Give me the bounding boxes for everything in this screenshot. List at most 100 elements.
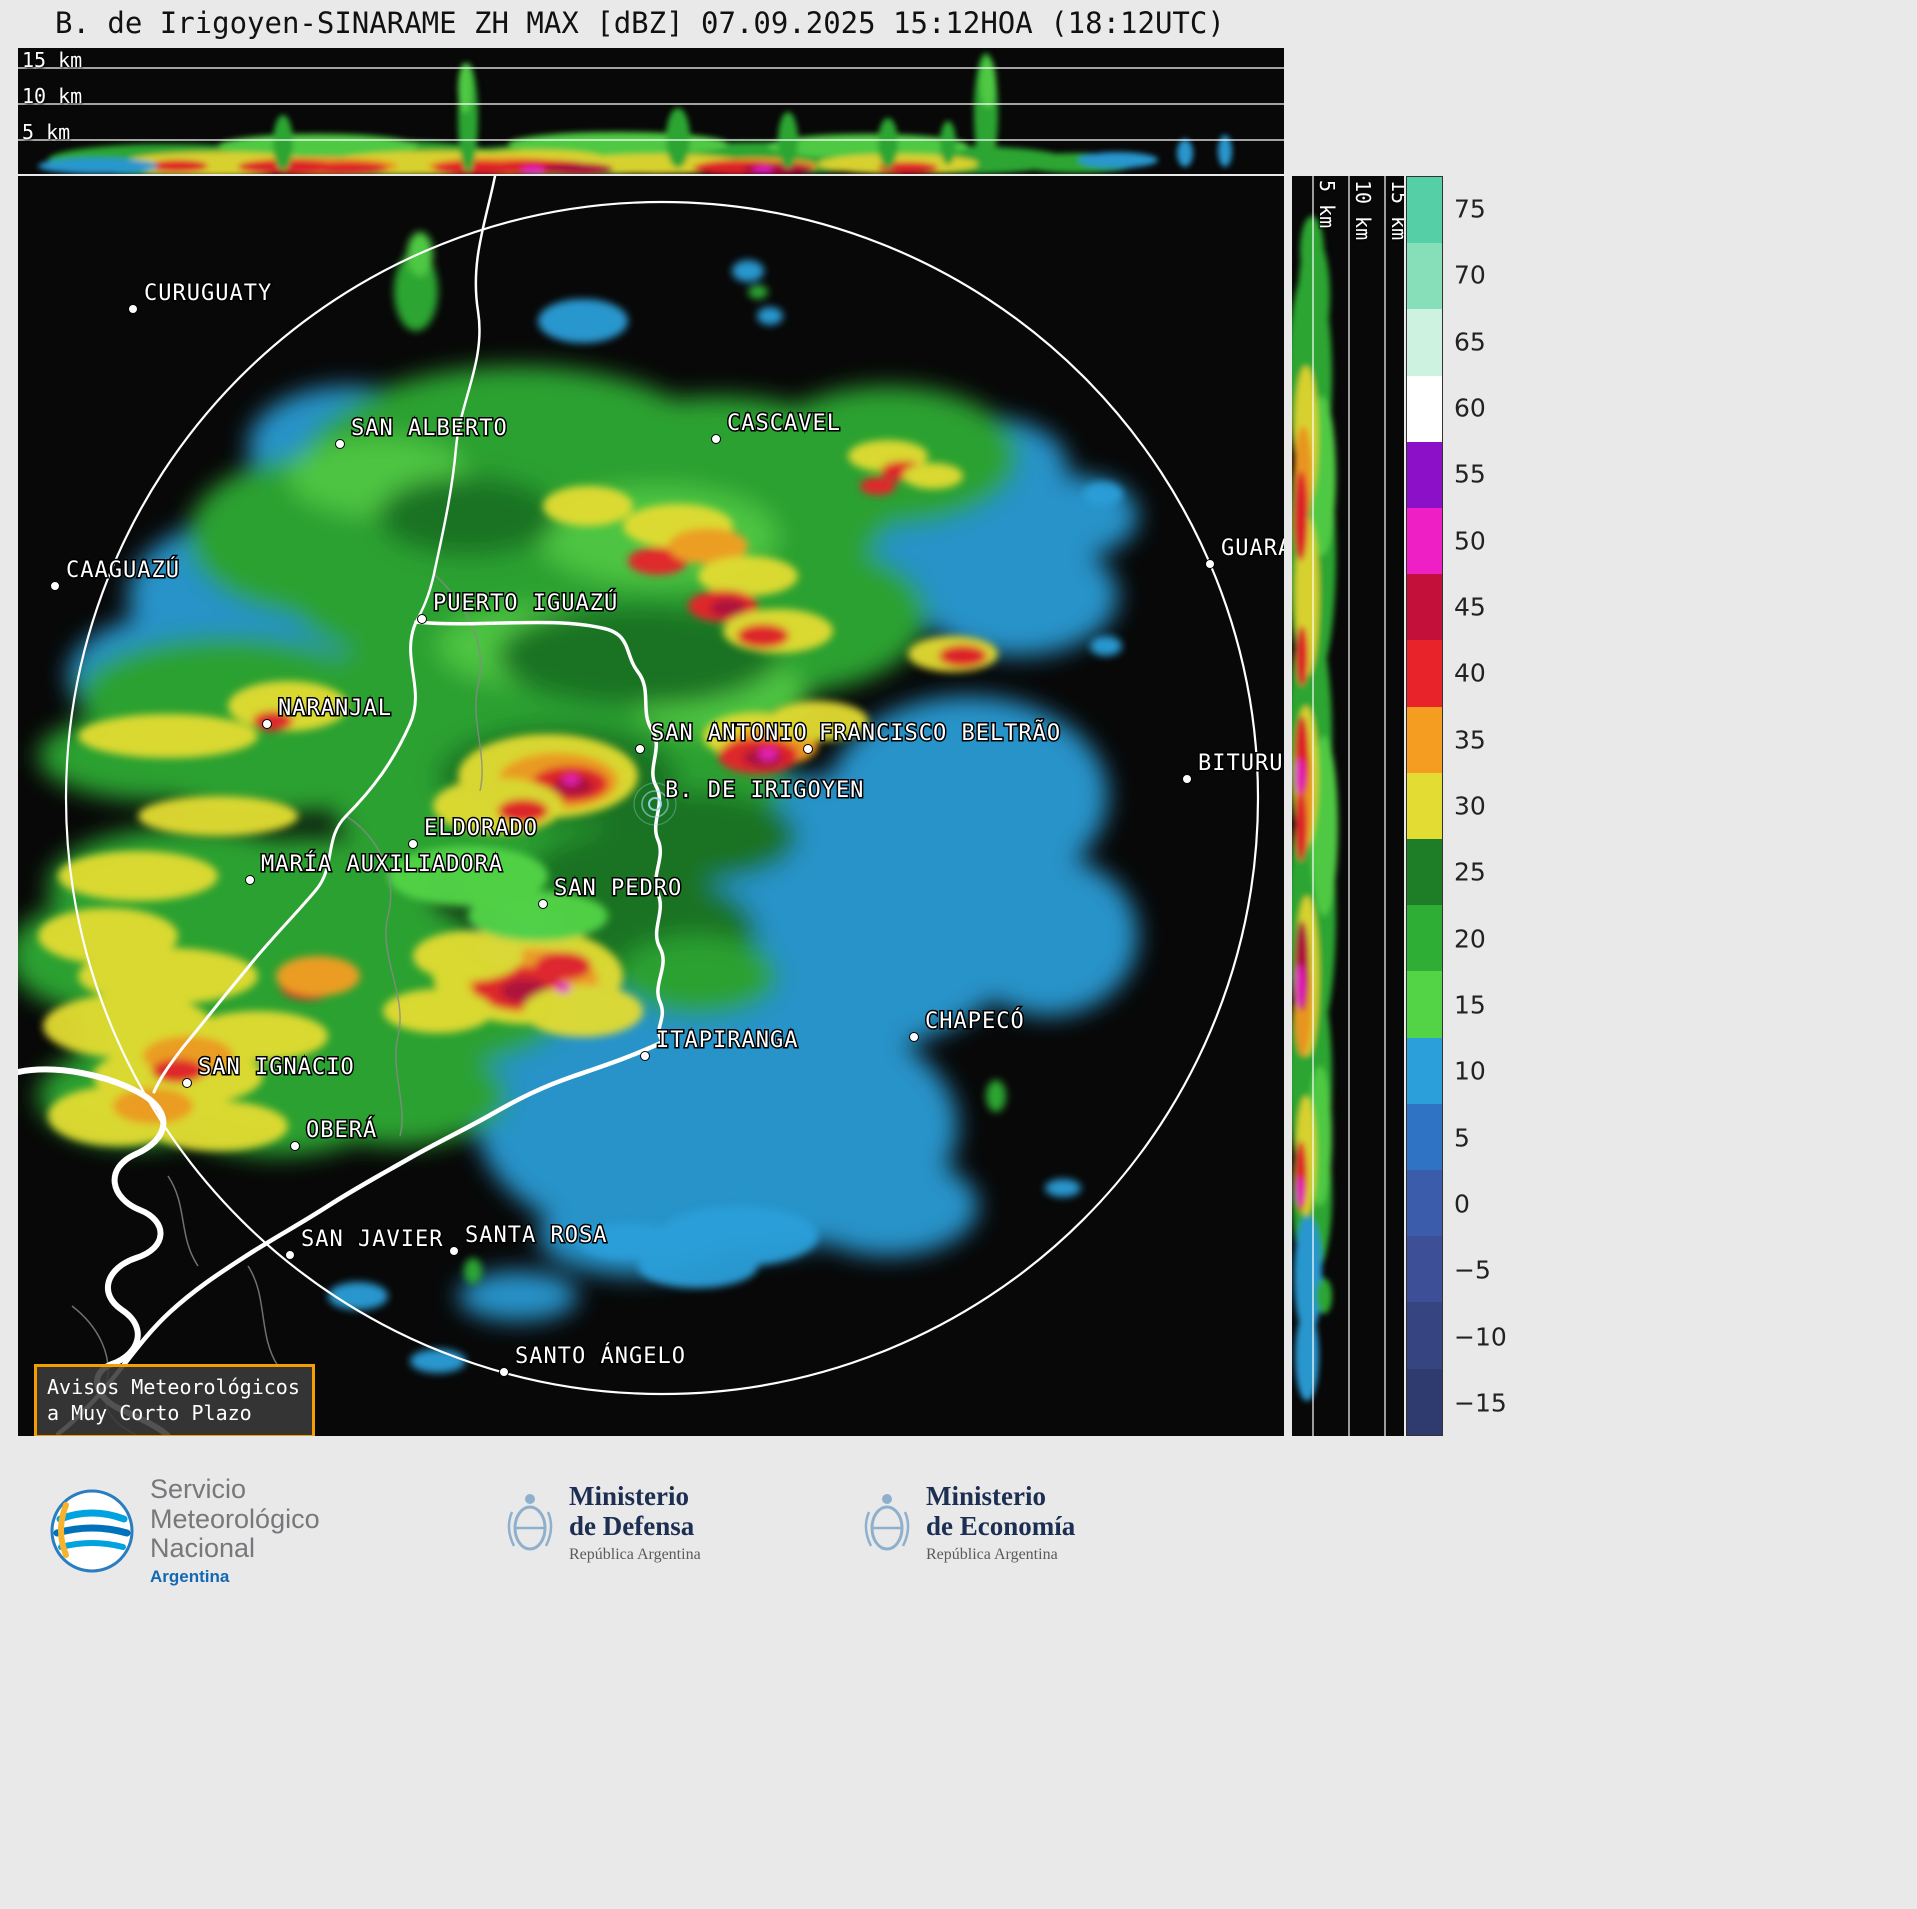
city-dot — [635, 744, 645, 754]
radar-echo — [666, 108, 690, 168]
radar-echo — [638, 1244, 758, 1288]
height-axis-label-10km: 10 km — [22, 84, 83, 108]
colorbar-tick-label: 70 — [1454, 260, 1486, 290]
height-axis-label-5km-right: 5 km — [1315, 180, 1339, 229]
smn-logo-icon — [50, 1489, 134, 1573]
radar-range-ring — [64, 200, 1260, 1396]
colorbar-block — [1407, 905, 1442, 972]
colorbar-tick-label: 55 — [1454, 459, 1486, 489]
city-dot — [285, 1250, 295, 1260]
colorbar-tick-label: −15 — [1454, 1388, 1507, 1418]
radar-echo — [798, 1056, 918, 1136]
city-label: SAN PEDRO — [554, 876, 682, 901]
city-dot — [1182, 774, 1192, 784]
ministry-defensa-line2: de Defensa — [569, 1511, 695, 1542]
city-label: SAN JAVIER — [301, 1227, 443, 1252]
radar-echo — [860, 477, 896, 495]
radar-echo — [980, 58, 996, 108]
ministry-defensa-line1: Ministerio — [569, 1481, 689, 1511]
city-label: SANTO ÁNGELO — [515, 1343, 686, 1369]
radar-echo — [1316, 1278, 1332, 1314]
city-dot — [909, 1032, 919, 1042]
radar-echo — [1296, 626, 1308, 686]
radar-echo — [458, 1271, 578, 1321]
city-labels-layer: CURUGUATY SAN ALBERTO CASCAVEL CAAGUAZÚ GUAR… — [50, 280, 1284, 1377]
radar-echo — [413, 931, 523, 981]
radar-echo — [555, 983, 571, 993]
colorbar-block — [1407, 839, 1442, 906]
dbz-colorbar-blocks — [1406, 176, 1443, 1436]
city-label: SAN IGNACIO — [198, 1055, 355, 1080]
city-dot — [290, 1141, 300, 1151]
right-cross-section-panel: 5 km 10 km 15 km — [1292, 176, 1404, 1436]
radar-echo — [1296, 1176, 1304, 1206]
smn-country: Argentina — [150, 1567, 230, 1587]
radar-echo — [543, 486, 633, 526]
ministry-economia-block: Ministerio de Economía República Argenti… — [862, 1481, 1075, 1564]
smn-logo-block: Servicio Meteorológico Nacional Argentin… — [48, 1474, 320, 1587]
city-label: B. DE IRIGOYEN — [665, 778, 864, 803]
city-label: CAAGUAZÚ — [66, 557, 180, 583]
radar-echo — [276, 956, 360, 996]
radar-echo — [1045, 1179, 1081, 1197]
radar-echo — [1078, 152, 1158, 168]
smn-name-line3: Nacional — [150, 1533, 256, 1564]
colorbar-block — [1407, 1037, 1442, 1104]
city-label: CHAPECÓ — [925, 1008, 1025, 1034]
radar-echo — [388, 846, 548, 906]
radar-echo — [538, 299, 628, 343]
ministry-economia-line1: Ministerio — [926, 1481, 1046, 1511]
radar-echo — [668, 528, 748, 564]
city-label: NARANJAL — [278, 696, 392, 721]
radar-echo — [698, 556, 798, 596]
radar-echo — [553, 776, 593, 796]
radar-echo — [288, 1046, 508, 1146]
radar-echo — [498, 799, 548, 823]
colorbar-tick-label: −5 — [1454, 1255, 1491, 1285]
warnings-box-line2: a Muy Corto Plazo — [47, 1401, 252, 1425]
colorbar-block — [1407, 309, 1442, 376]
colorbar-tick-label: 10 — [1454, 1056, 1486, 1086]
city-dot — [499, 1367, 509, 1377]
city-label: CASCAVEL — [727, 411, 841, 436]
colorbar-block — [1407, 640, 1442, 707]
colorbar-block — [1407, 243, 1442, 310]
top-cross-section-panel: 15 km 10 km 5 km — [18, 48, 1284, 174]
radar-echo — [1294, 1216, 1322, 1336]
city-label: CURUGUATY — [144, 281, 272, 306]
height-axis-label-15km: 15 km — [22, 48, 83, 72]
colorbar-tick-label: −10 — [1454, 1322, 1507, 1352]
colorbar-block — [1407, 375, 1442, 442]
radar-echo — [308, 162, 388, 174]
city-dot — [803, 744, 813, 754]
colorbar-tick-label: 65 — [1454, 327, 1486, 357]
radar-echo — [410, 1349, 466, 1373]
smn-name-line2: Meteorológico — [150, 1503, 320, 1534]
radar-echo — [563, 775, 579, 785]
colorbar-block — [1407, 441, 1442, 509]
short-term-warnings-box[interactable]: Avisos Meteorológicos a Muy Corto Plazo — [34, 1364, 315, 1436]
city-dot — [50, 581, 60, 591]
radar-echo — [138, 796, 298, 836]
radar-echo — [759, 748, 777, 760]
colorbar-block — [1407, 772, 1442, 840]
radar-echo — [828, 696, 1108, 896]
city-dot — [1205, 559, 1215, 569]
radar-echo — [1083, 482, 1123, 506]
city-label: FRANCISCO BELTRÃO — [819, 719, 1061, 746]
city-label: SAN ALBERTO — [351, 416, 508, 441]
radar-echo — [798, 1156, 978, 1256]
radar-echo — [468, 891, 608, 941]
colorbar-block — [1407, 1368, 1442, 1435]
radar-echo — [458, 63, 472, 113]
radar-echo — [768, 701, 868, 741]
radar-echo — [918, 536, 1118, 656]
colorbar-tick-label: 15 — [1454, 990, 1486, 1020]
city-label: ELDORADO — [424, 816, 538, 841]
colorbar-tick-label: 50 — [1454, 526, 1486, 556]
city-dot — [417, 614, 427, 624]
radar-echo — [878, 162, 938, 174]
colorbar-block — [1407, 177, 1442, 244]
colorbar-tick-label: 0 — [1454, 1189, 1470, 1219]
radar-echo — [757, 307, 783, 325]
